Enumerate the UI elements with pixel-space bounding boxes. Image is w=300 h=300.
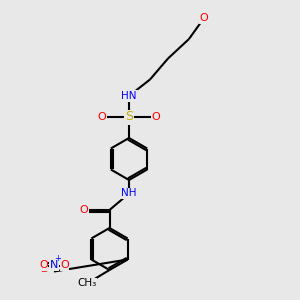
Text: O: O bbox=[200, 13, 208, 23]
Text: −: − bbox=[40, 267, 47, 276]
Text: O: O bbox=[98, 112, 106, 122]
Text: +: + bbox=[54, 254, 61, 263]
Text: O: O bbox=[152, 112, 160, 122]
Text: O: O bbox=[39, 260, 48, 271]
Text: CH₃: CH₃ bbox=[77, 278, 97, 289]
Text: O: O bbox=[60, 260, 69, 271]
Text: N: N bbox=[50, 260, 58, 271]
Text: HN: HN bbox=[121, 91, 137, 101]
Text: S: S bbox=[125, 110, 133, 124]
Text: NH: NH bbox=[121, 188, 137, 199]
Text: O: O bbox=[80, 205, 88, 215]
